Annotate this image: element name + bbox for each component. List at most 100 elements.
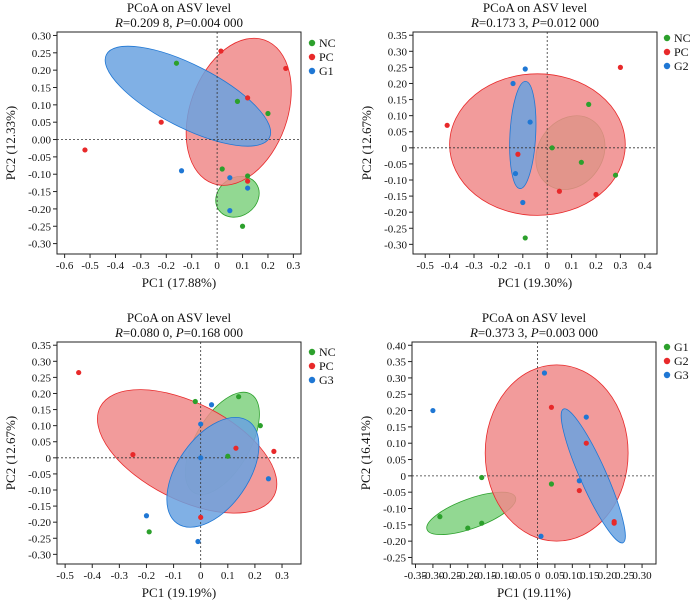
legend-label: G2 xyxy=(674,59,689,73)
x-tick-label: -0.2 xyxy=(490,260,507,272)
legend-label: NC xyxy=(674,31,691,45)
y-tick-label: 0.30 xyxy=(32,356,52,368)
y-tick-label: -0.15 xyxy=(28,187,51,199)
x-tick-label: -0.5 xyxy=(56,570,74,582)
legend-marker xyxy=(308,348,316,356)
y-tick-label: 0.25 xyxy=(32,372,52,384)
stats-r-value: =0.173 3, xyxy=(479,15,532,30)
y-tick-label: 0.35 xyxy=(387,357,407,369)
data-point-g2 xyxy=(520,199,526,206)
plot-frame xyxy=(412,31,658,255)
legend-label: G1 xyxy=(319,64,334,78)
stats-r-value: =0.080 0, xyxy=(123,325,176,340)
x-tick-label: -0.6 xyxy=(56,260,74,272)
y-tick-label: 0.30 xyxy=(32,30,52,42)
chart-title: PCoA on ASV level xyxy=(483,0,588,15)
data-point-pc xyxy=(617,64,624,70)
legend-marker xyxy=(308,39,316,47)
y-tick-label: 0.20 xyxy=(32,65,52,77)
data-point-nc xyxy=(239,223,246,229)
legend-marker xyxy=(308,376,316,384)
data-point-g3 xyxy=(538,533,544,539)
x-axis-label: PC1 (19.30%) xyxy=(498,275,572,290)
y-tick-label: 0.30 xyxy=(388,46,408,58)
legend-label: PC xyxy=(674,45,689,59)
legend-marker xyxy=(663,371,671,379)
y-tick-label: 0.10 xyxy=(388,111,408,123)
x-tick-label: 0 xyxy=(198,570,204,582)
y-tick-label: -0.10 xyxy=(28,169,51,181)
y-axis-label: PC2 (12.67%) xyxy=(3,416,18,490)
data-point-g3 xyxy=(208,402,215,408)
legend-label: PC xyxy=(319,50,334,64)
x-tick-label: 0.4 xyxy=(638,260,652,272)
stats-p-label: P xyxy=(531,15,540,30)
data-point-g3 xyxy=(198,421,204,427)
y-tick-label: -0.05 xyxy=(28,469,51,481)
y-tick-label: -0.10 xyxy=(384,175,407,187)
data-point-nc xyxy=(236,394,242,400)
x-tick-label: -0.10 xyxy=(491,570,514,582)
data-point-pc xyxy=(444,122,450,128)
x-tick-label: 0.1 xyxy=(565,260,579,272)
y-tick-label: -0.20 xyxy=(383,536,406,548)
stats-p-value: =0.004 000 xyxy=(184,15,243,30)
data-point-nc xyxy=(219,166,225,172)
data-point-nc xyxy=(586,101,592,107)
x-tick-label: -0.3 xyxy=(132,260,150,272)
data-point-pc xyxy=(76,369,82,376)
y-tick-label: 0.05 xyxy=(32,437,52,449)
data-point-pc xyxy=(283,65,289,72)
legend-label: G3 xyxy=(319,373,334,387)
chart-stats: R=0.373 3, P=0.003 000 xyxy=(469,325,598,340)
y-tick-label: 0.15 xyxy=(32,83,52,95)
data-point-pc xyxy=(245,178,251,184)
y-tick-label: -0.25 xyxy=(383,552,406,564)
y-tick-label: -0.15 xyxy=(383,520,406,532)
data-point-nc xyxy=(265,110,271,117)
chart-stats: R=0.209 8, P=0.004 000 xyxy=(114,15,243,30)
x-tick-label: -0.4 xyxy=(84,570,102,582)
x-tick-label: -0.1 xyxy=(514,260,531,272)
data-point-nc xyxy=(612,172,619,178)
y-tick-label: 0.05 xyxy=(32,117,52,129)
confidence-ellipse-g3 xyxy=(166,416,260,528)
chart-title: PCoA on ASV level xyxy=(127,310,232,325)
stats-r-value: =0.373 3, xyxy=(478,325,531,340)
legend-marker xyxy=(663,343,671,351)
data-point-nc xyxy=(522,235,528,241)
y-tick-label: -0.20 xyxy=(28,517,51,529)
x-axis-label: PC1 (17.88%) xyxy=(142,275,216,290)
y-tick-label: 0.15 xyxy=(387,422,407,434)
data-point-g1 xyxy=(178,168,185,174)
data-point-nc xyxy=(146,529,152,535)
x-tick-label: -0.15 xyxy=(474,570,497,582)
y-axis-label: PC2 (12.67%) xyxy=(359,106,374,180)
chart-stats: R=0.080 0, P=0.168 000 xyxy=(114,325,243,340)
x-tick-label: -0.5 xyxy=(81,260,99,272)
y-tick-label: 0.10 xyxy=(387,438,407,450)
x-tick-label: -0.25 xyxy=(439,570,462,582)
legend-label: G2 xyxy=(674,354,689,368)
data-point-g3 xyxy=(583,414,589,420)
stats-p-value: =0.003 000 xyxy=(539,325,598,340)
x-tick-label: 0.1 xyxy=(221,570,235,582)
chart-title: PCoA on ASV level xyxy=(482,310,587,325)
x-tick-label: -0.1 xyxy=(183,260,200,272)
y-tick-label: -0.30 xyxy=(28,549,51,561)
x-tick-label: 0.3 xyxy=(275,570,289,582)
data-point-g3 xyxy=(541,370,548,376)
y-tick-label: 0.05 xyxy=(388,127,408,139)
y-tick-label: 0 xyxy=(401,471,407,483)
y-tick-label: 0.05 xyxy=(387,455,407,467)
x-tick-label: 0 xyxy=(535,570,541,582)
data-point-pc xyxy=(82,147,88,153)
y-tick-label: -0.30 xyxy=(28,239,51,251)
data-point-g3 xyxy=(143,513,150,519)
data-point-g3 xyxy=(265,476,272,482)
y-tick-label: 0.20 xyxy=(388,78,408,90)
x-tick-label: 0.25 xyxy=(615,570,635,582)
